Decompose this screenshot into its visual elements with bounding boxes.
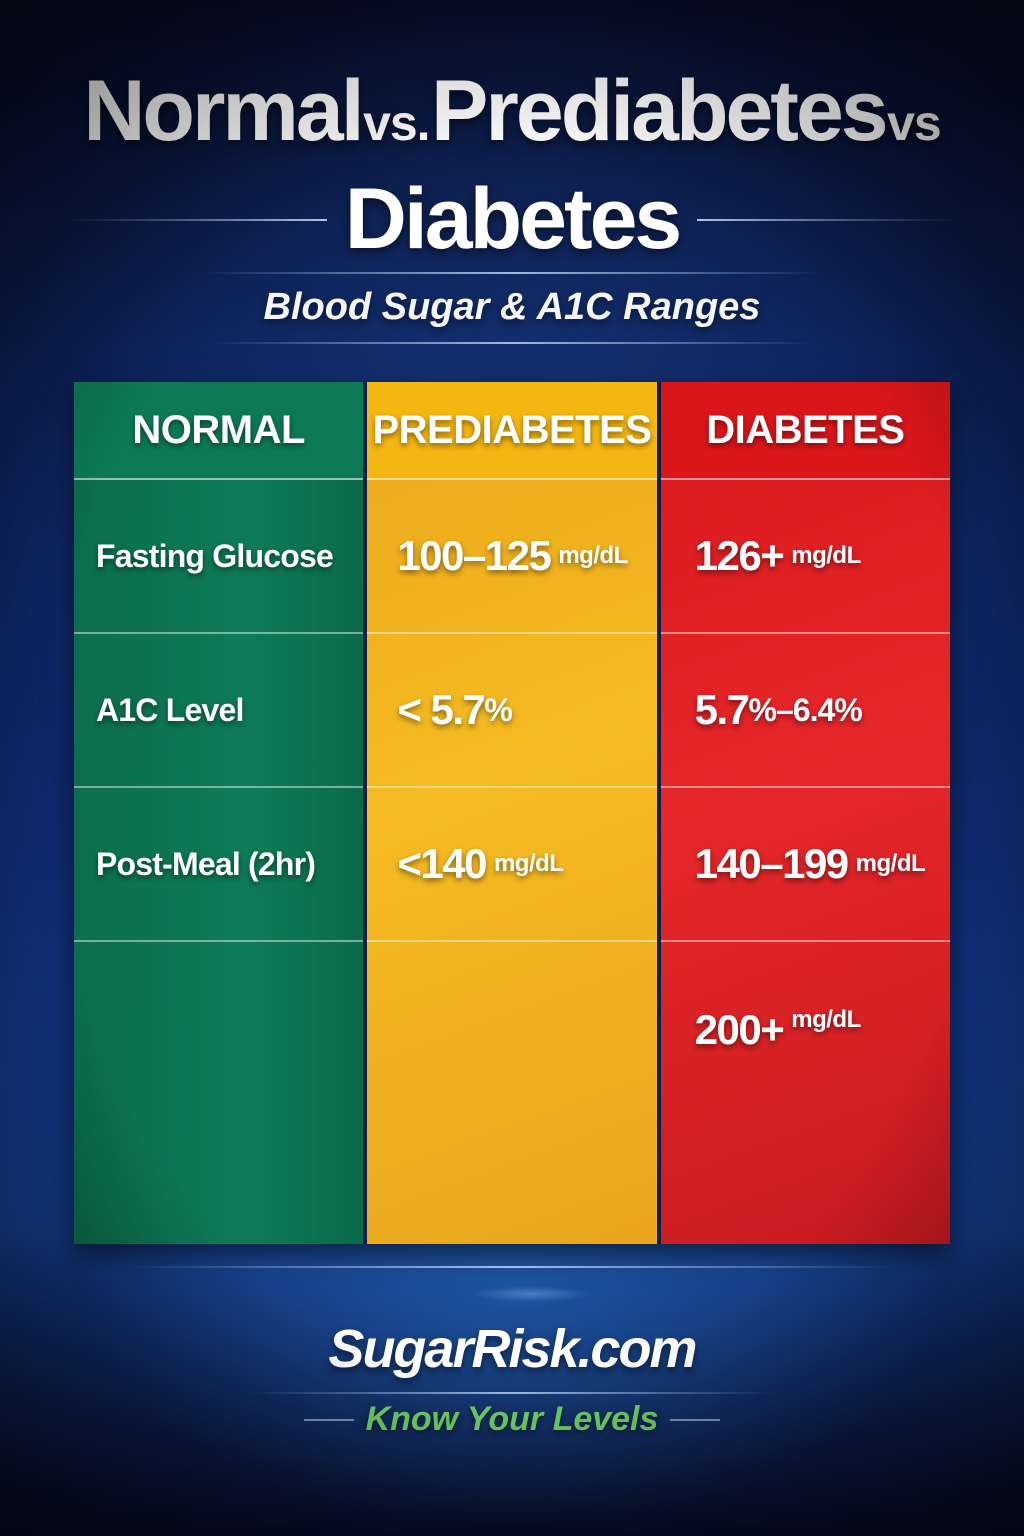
prediabetes-empty [367, 942, 656, 1244]
title-vs-1: vs. [363, 95, 431, 151]
footer-divider-top [130, 1266, 894, 1268]
tagline: Know Your Levels [365, 1400, 659, 1438]
title-diabetes: Diabetes [344, 171, 682, 267]
diabetes-a1c-level: 5.7 %–6.4% [660, 634, 950, 788]
tagline-row: Know Your Levels [0, 1400, 1024, 1439]
page-title-line-1: Normal vs. Prediabetes vs [0, 62, 1024, 161]
title-divider-right [697, 218, 958, 221]
tagline-divider-left [303, 1418, 354, 1421]
value: <140 [397, 840, 487, 887]
value: 100–125 [397, 532, 552, 579]
unit: mg/dL [558, 542, 628, 569]
unit: mg/dL [791, 1006, 861, 1033]
subtitle: Blood Sugar & A1C Ranges [263, 286, 761, 328]
column-header-diabetes: DIABETES [660, 382, 950, 480]
column-normal: NORMAL Fasting Glucose A1C Level Post-Me… [74, 382, 364, 1244]
unit: %–6.4% [748, 691, 863, 728]
column-diabetes: DIABETES 126+ mg/dL 5.7 %–6.4% 140–199 m… [660, 382, 950, 1244]
value: 140–199 [694, 840, 850, 887]
row-label-fasting-glucose: Fasting Glucose [74, 480, 364, 634]
unit: mg/dL [855, 850, 926, 877]
subtitle-divider-top [200, 272, 824, 274]
decorative-glow [472, 1286, 590, 1302]
page-title-line-2: Diabetes [0, 170, 1024, 269]
column-header-prediabetes: PREDIABETES [367, 382, 657, 480]
diabetes-fasting-glucose: 126+ mg/dL [660, 480, 950, 634]
column-header-normal: NORMAL [74, 382, 364, 480]
tagline-divider-right [670, 1418, 721, 1421]
diabetes-random-glucose: 200+ mg/dL [661, 942, 950, 1244]
row-label-post-meal: Post-Meal (2hr) [74, 788, 364, 942]
title-vs-2: vs [887, 95, 942, 151]
title-prediabetes: Prediabetes [431, 63, 889, 159]
comparison-table: NORMAL Fasting Glucose A1C Level Post-Me… [74, 382, 950, 1244]
prediabetes-post-meal: <140 mg/dL [367, 788, 657, 942]
row-label-a1c-level: A1C Level [74, 634, 364, 788]
value: 126+ [694, 532, 785, 579]
title-divider-left [66, 218, 327, 221]
value: 5.7 [694, 686, 750, 733]
row-label-empty [74, 942, 363, 1244]
unit: % [484, 691, 512, 728]
subtitle-divider-bottom [210, 342, 814, 344]
value: < 5.7 [397, 686, 486, 733]
unit: mg/dL [791, 542, 861, 569]
column-prediabetes: PREDIABETES 100–125 mg/dL < 5.7 % <140 m… [367, 382, 657, 1244]
unit: mg/dL [493, 850, 564, 877]
footer-divider-mid [250, 1392, 774, 1394]
prediabetes-fasting-glucose: 100–125 mg/dL [367, 480, 657, 634]
prediabetes-a1c-level: < 5.7 % [367, 634, 657, 788]
title-normal: Normal [83, 63, 364, 159]
diabetes-post-meal: 140–199 mg/dL [660, 788, 950, 942]
brand-name: SugarRisk.com [328, 1319, 697, 1379]
value: 200+ [694, 1006, 785, 1053]
